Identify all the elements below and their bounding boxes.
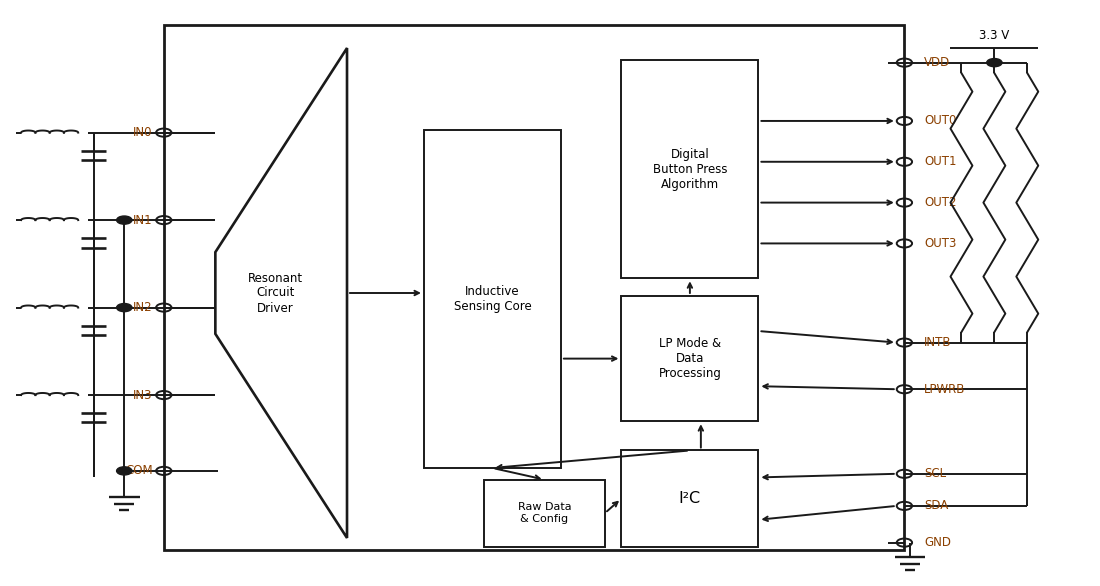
Text: Raw Data
& Config: Raw Data & Config <box>518 502 571 524</box>
Text: INTB: INTB <box>924 336 952 349</box>
Circle shape <box>117 467 132 475</box>
Text: IN3: IN3 <box>133 389 153 401</box>
Bar <box>424 130 561 468</box>
Text: 3.3 V: 3.3 V <box>979 29 1010 42</box>
Circle shape <box>987 59 1002 67</box>
Text: LPWRB: LPWRB <box>924 383 966 396</box>
Text: OUT0: OUT0 <box>924 114 957 127</box>
Text: VDD: VDD <box>924 56 950 69</box>
Text: Inductive
Sensing Core: Inductive Sensing Core <box>453 285 531 313</box>
Text: SCL: SCL <box>924 467 946 481</box>
Bar <box>621 60 759 278</box>
Text: Resonant
Circuit
Driver: Resonant Circuit Driver <box>249 271 304 315</box>
Text: IN0: IN0 <box>133 126 153 139</box>
Text: Digital
Button Press
Algorithm: Digital Button Press Algorithm <box>652 148 727 190</box>
Text: OUT2: OUT2 <box>924 196 957 209</box>
Text: LP Mode &
Data
Processing: LP Mode & Data Processing <box>659 337 722 380</box>
Bar <box>164 25 904 550</box>
Circle shape <box>117 304 132 312</box>
Text: OUT1: OUT1 <box>924 155 957 168</box>
Text: GND: GND <box>924 536 952 549</box>
Bar <box>621 451 759 547</box>
Text: I²C: I²C <box>679 491 701 506</box>
Text: IN1: IN1 <box>133 214 153 227</box>
Circle shape <box>117 216 132 224</box>
Bar <box>484 479 605 547</box>
Text: OUT3: OUT3 <box>924 237 957 250</box>
Text: COM: COM <box>125 464 153 478</box>
Text: IN2: IN2 <box>133 301 153 314</box>
Text: SDA: SDA <box>924 499 948 512</box>
Bar <box>621 296 759 421</box>
